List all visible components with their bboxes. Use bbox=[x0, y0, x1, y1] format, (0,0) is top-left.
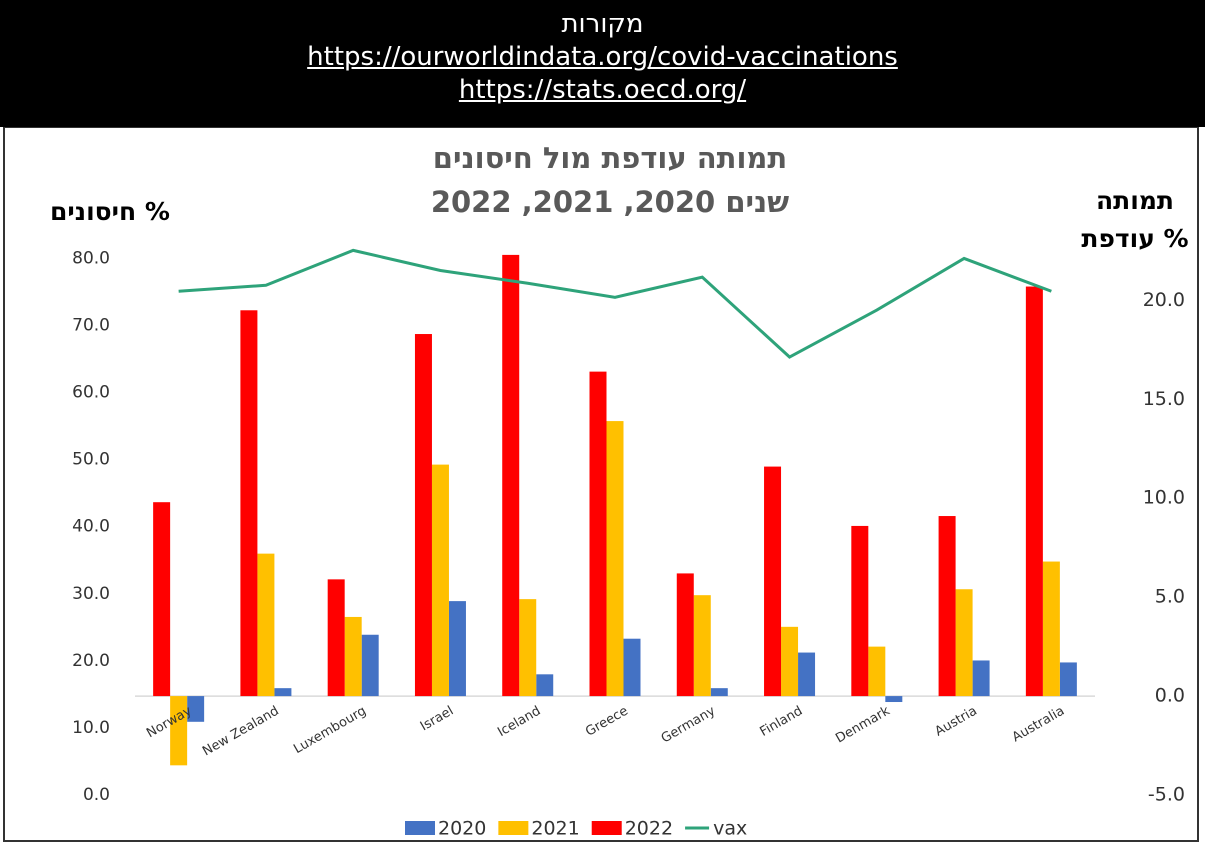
legend-swatch bbox=[591, 821, 622, 835]
bar bbox=[764, 466, 782, 697]
y-tick-label: 20.0 bbox=[72, 651, 110, 671]
y2-tick-label: 20.0 bbox=[1143, 289, 1185, 311]
y-tick-label: 30.0 bbox=[72, 584, 110, 604]
bar bbox=[414, 334, 432, 697]
y-tick-label: 60.0 bbox=[72, 383, 110, 403]
bar bbox=[972, 660, 990, 697]
bar bbox=[938, 516, 956, 697]
y-axis-title: חיסונים % bbox=[50, 197, 170, 226]
y2-tick-label: 5.0 bbox=[1155, 586, 1185, 608]
legend-label: 2022 bbox=[625, 818, 673, 840]
bar bbox=[885, 696, 903, 703]
y2-tick-label: 15.0 bbox=[1143, 388, 1185, 410]
legend-swatch bbox=[405, 821, 435, 835]
source-link[interactable]: https://ourworldindata.org/covid-vaccina… bbox=[307, 42, 898, 72]
bar bbox=[153, 502, 171, 697]
bar bbox=[589, 371, 607, 697]
bar bbox=[502, 254, 520, 697]
y2-tick-label: 0.0 bbox=[1155, 685, 1185, 707]
legend-swatch bbox=[498, 821, 529, 835]
bar bbox=[519, 599, 537, 697]
legend-label: vax bbox=[713, 818, 747, 840]
bar bbox=[257, 553, 275, 697]
bar bbox=[240, 310, 258, 697]
chart-title: תמותה עודפת מול חיסונים bbox=[433, 141, 787, 175]
bar bbox=[1042, 561, 1060, 697]
y-tick-label: 0.0 bbox=[83, 785, 110, 805]
bar bbox=[170, 696, 188, 766]
bar bbox=[798, 652, 816, 697]
bar bbox=[693, 595, 711, 697]
y-tick-label: 80.0 bbox=[72, 248, 110, 268]
bar bbox=[851, 525, 869, 697]
bar bbox=[781, 626, 799, 697]
chart: תמותה עודפת מול חיסונים שנים 2020, 2021,… bbox=[3, 127, 1199, 842]
bar bbox=[955, 589, 973, 697]
bar bbox=[361, 634, 379, 697]
y-tick-label: 50.0 bbox=[72, 450, 110, 470]
bar bbox=[327, 579, 345, 697]
y2-axis-title: עודפת % bbox=[1081, 224, 1188, 253]
legend-label: 2020 bbox=[438, 818, 486, 840]
bar bbox=[448, 601, 466, 697]
bar bbox=[868, 646, 886, 697]
legend-item: 2021 bbox=[498, 818, 580, 840]
source-link[interactable]: https://stats.oecd.org/ bbox=[458, 75, 747, 105]
legend-item: 2022 bbox=[591, 818, 673, 840]
y-tick-label: 40.0 bbox=[72, 517, 110, 537]
bar bbox=[274, 688, 292, 697]
sources-header: מקורות https://ourworldindata.org/covid-… bbox=[0, 0, 1205, 127]
bar bbox=[187, 696, 205, 722]
legend-label: 2021 bbox=[531, 818, 579, 840]
bar bbox=[676, 573, 694, 697]
line bbox=[178, 248, 1052, 359]
y2-axis-title: תמותה bbox=[1096, 186, 1174, 215]
bar bbox=[536, 674, 554, 697]
legend-item: 2020 bbox=[405, 818, 486, 840]
legend-item: vax bbox=[685, 818, 747, 840]
bar bbox=[623, 638, 641, 697]
y2-tick-label: 10.0 bbox=[1143, 487, 1185, 509]
y-tick-label: 10.0 bbox=[72, 718, 110, 738]
bar bbox=[1059, 662, 1077, 697]
chart-subtitle: שנים 2020, 2021, 2022 bbox=[431, 185, 789, 219]
y2-tick-label: -5.0 bbox=[1148, 784, 1185, 806]
y-tick-label: 70.0 bbox=[72, 315, 110, 335]
bar bbox=[606, 421, 624, 697]
sources-title: מקורות bbox=[561, 9, 644, 39]
bar bbox=[710, 688, 728, 697]
bar bbox=[431, 464, 449, 697]
bar bbox=[344, 616, 362, 697]
bar bbox=[1025, 286, 1043, 697]
